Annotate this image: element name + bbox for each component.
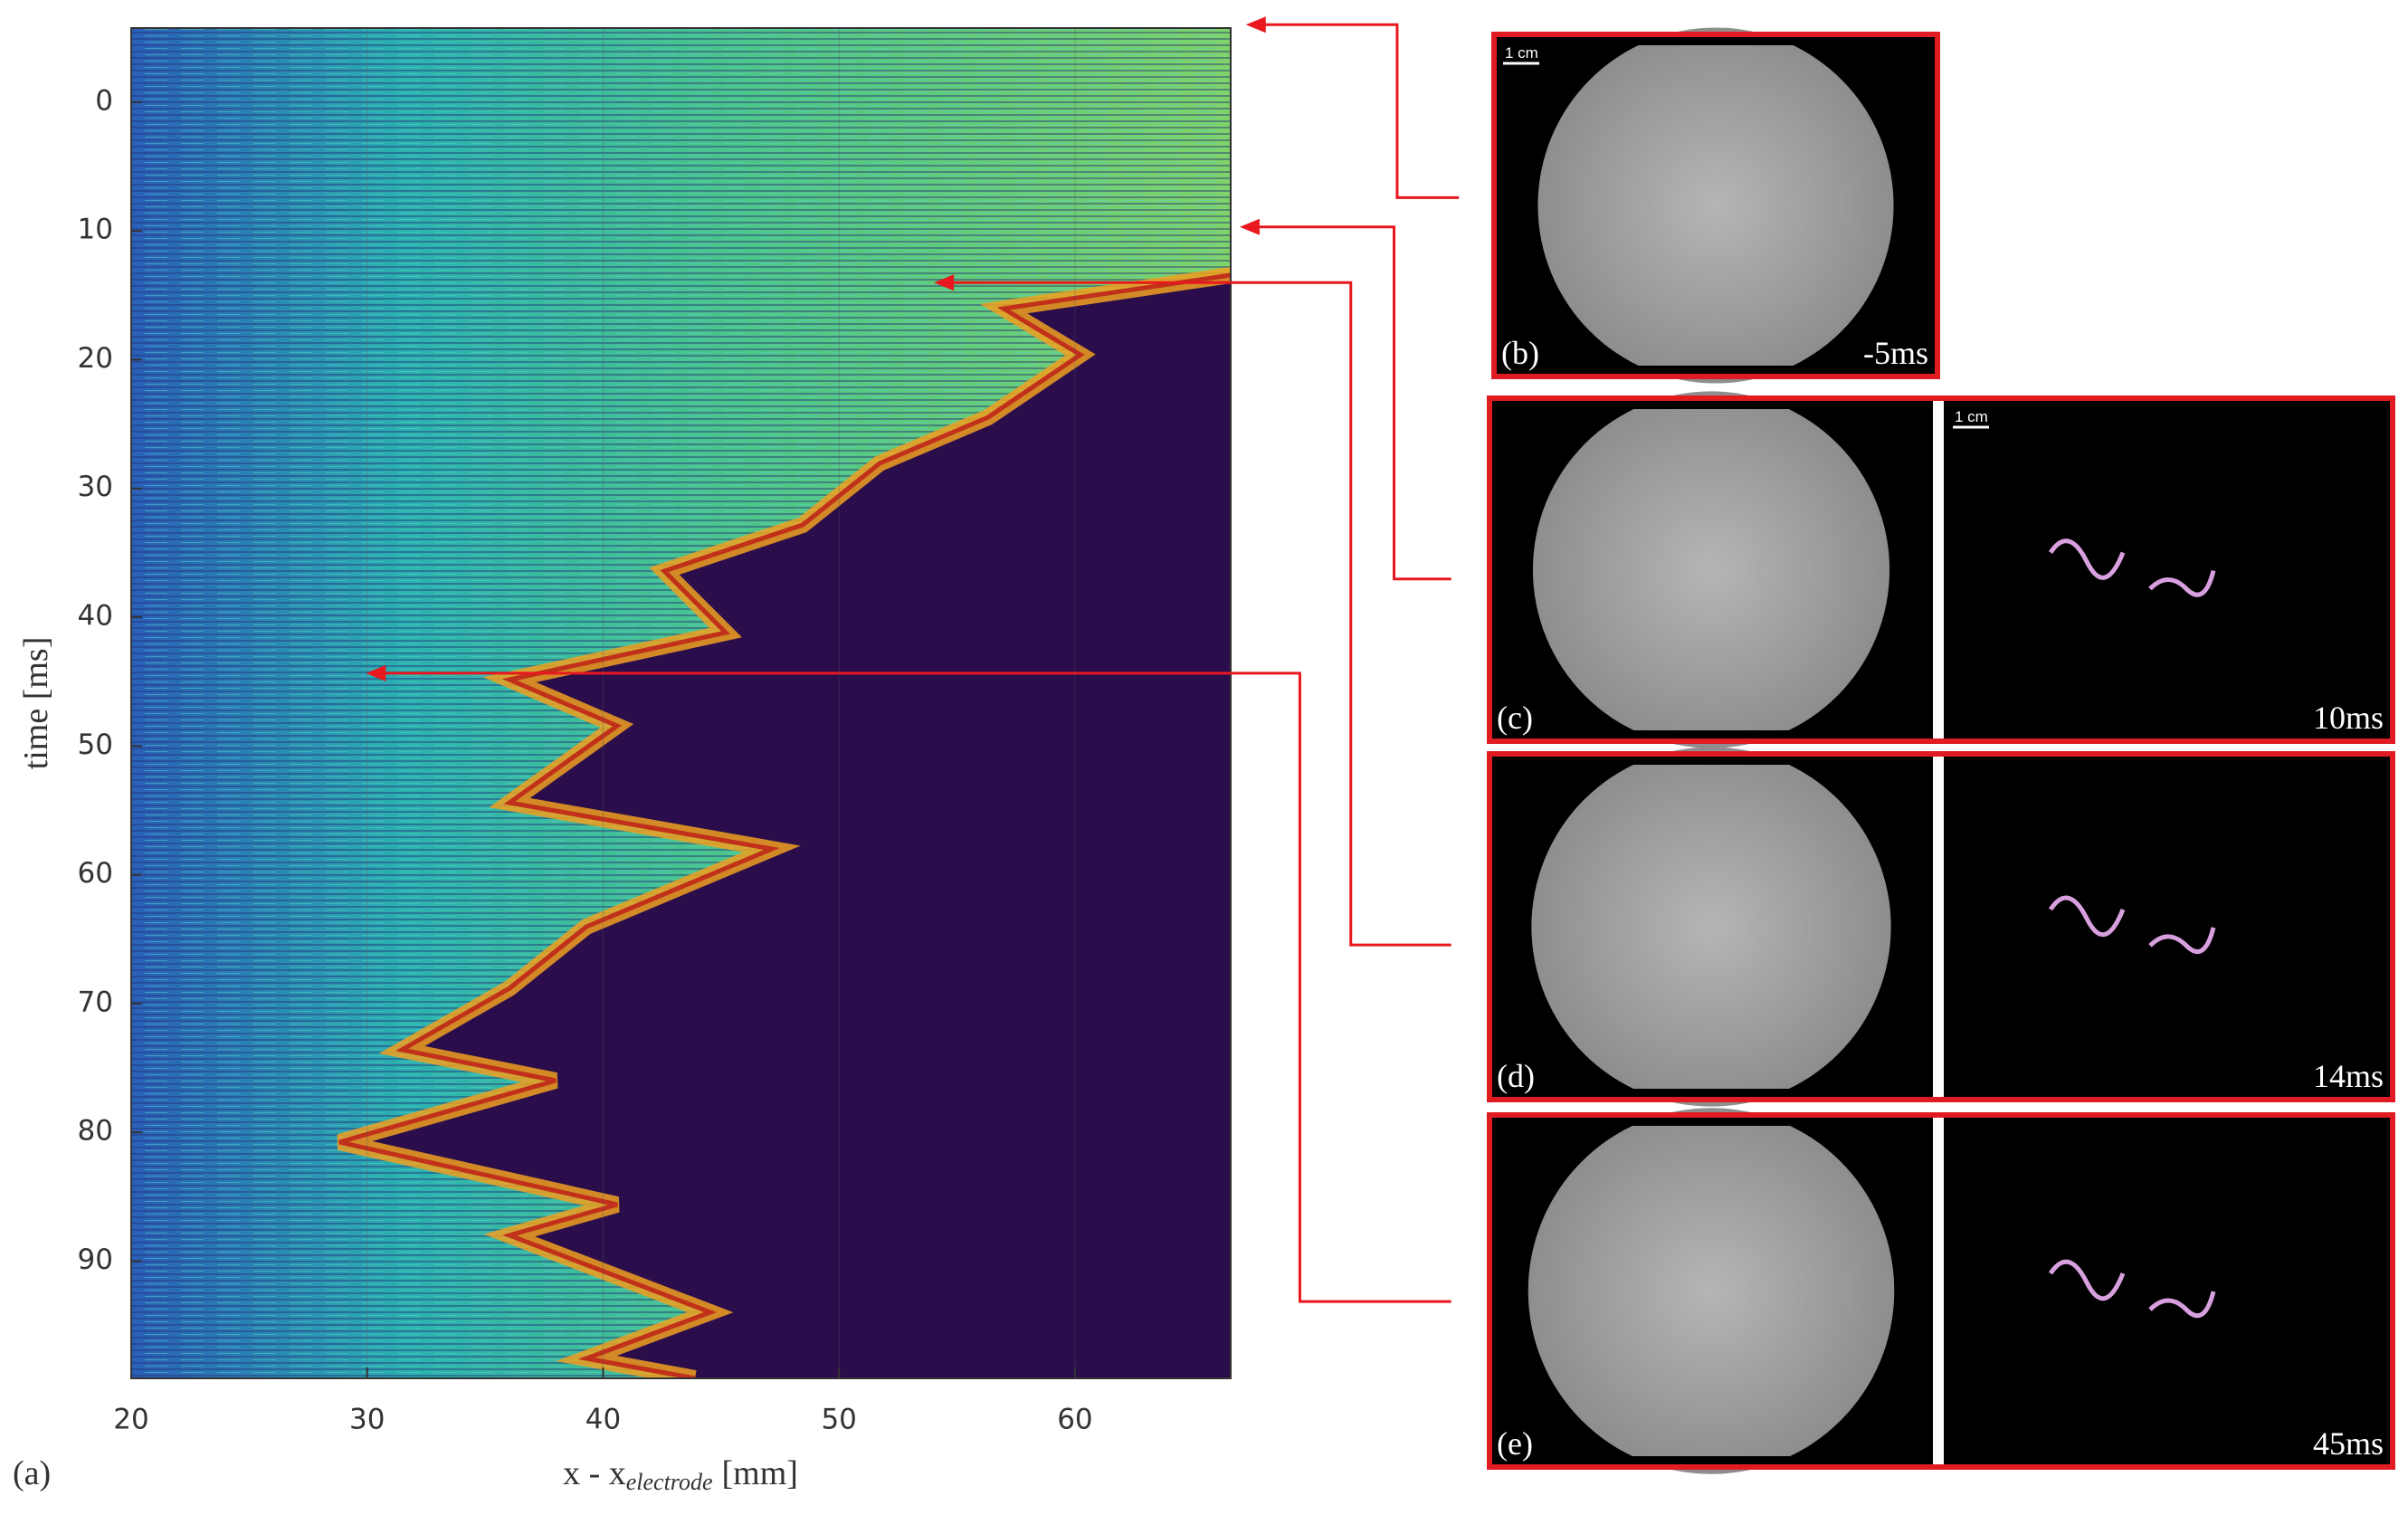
y-tick-label: 30 [78,471,113,503]
arrow-line [382,672,1451,1303]
y-tick-label: 10 [78,214,113,246]
schlieren-image [1532,391,1890,748]
schlieren-image [1528,1108,1895,1474]
flame-front-core [338,272,1231,1378]
arrow-line [950,281,1451,947]
heatmap [131,28,1231,1378]
y-tick-label: 90 [78,1243,113,1276]
separator [1933,1115,1944,1467]
panel-frame [1487,395,2395,744]
panel-time: 10ms [2313,700,2384,736]
y-tick-label: 40 [78,600,113,633]
y-axis-label: time [ms] [17,637,55,770]
scale-bar-label: 1 cm [1955,408,1988,425]
x-label-unit: [mm] [721,1454,797,1492]
x-tick-label: 50 [821,1404,856,1436]
y-tick-label: 0 [95,84,113,117]
schlieren-image [1531,747,1891,1107]
x-tick-label: 60 [1057,1404,1092,1436]
x-tick-label: 20 [113,1404,148,1436]
x-tick-label: 40 [585,1404,621,1436]
panel-label: (a) [13,1454,51,1492]
x-label-main: x - x [563,1454,626,1492]
panel-frame [1491,32,1940,379]
panel-label: (d) [1497,1058,1535,1094]
x-tick-label: 30 [349,1404,385,1436]
panel-time: 14ms [2313,1058,2384,1094]
x-axis-label: x - xelectrode [mm] [563,1454,798,1495]
panel-frame [1487,1112,2395,1470]
arrows [366,16,1460,1303]
panels: (b) -5ms 1 cm (c) 10ms 1 cm (d) 14ms (e) 45ms [1487,27,2395,1474]
x-label-sub: electrode [626,1469,713,1495]
schlieren-image [1537,27,1894,384]
panel-time: 45ms [2313,1425,2384,1462]
y-tick-label: 80 [78,1115,113,1148]
cold-region [339,275,1231,1378]
arrow-head [366,664,386,681]
y-tick-label: 70 [78,986,113,1018]
arrow-line [1261,23,1460,199]
panel-frame [1487,751,2395,1102]
panel-label: (e) [1497,1425,1533,1462]
discharge [2048,895,2216,954]
arrow-head [1245,16,1266,33]
separator [1933,754,1944,1100]
panel-label: (c) [1497,700,1533,736]
discharge [2048,538,2216,597]
discharge [2048,1259,2216,1319]
arrow-head [934,274,955,291]
y-tick-label: 60 [78,857,113,890]
arrow-line [1255,225,1451,581]
scale-bar-label: 1 cm [1505,44,1538,62]
panel-label: (b) [1501,335,1539,371]
plot-frame [130,27,1232,1379]
panel-time: -5ms [1863,335,1928,371]
y-tick-label: 20 [78,342,113,375]
arrow-head [1239,218,1260,235]
separator [1933,398,1944,741]
y-tick-label: 50 [78,729,113,761]
